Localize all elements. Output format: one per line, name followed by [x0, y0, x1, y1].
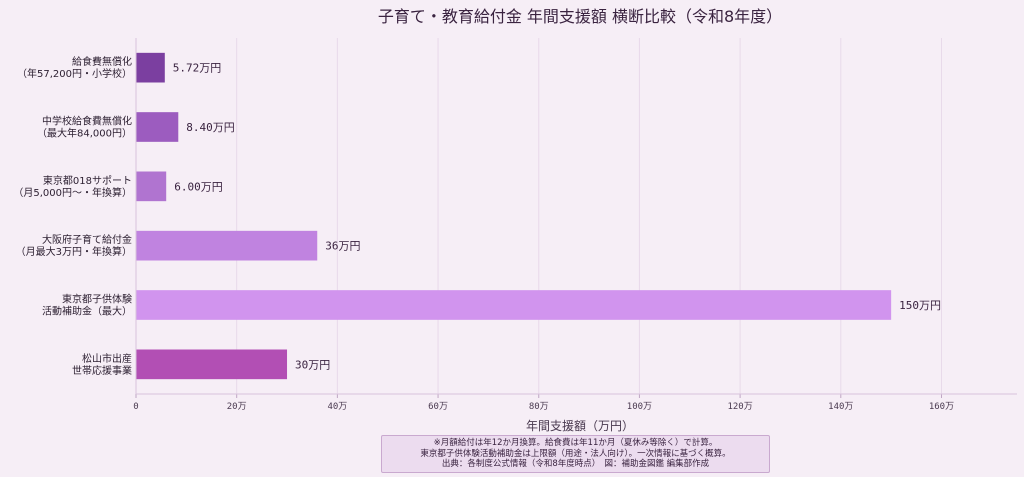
value-label: 150万円 — [899, 299, 941, 312]
x-tick-label: 20万 — [227, 402, 247, 412]
bar — [136, 349, 288, 380]
x-tick-label: 60万 — [428, 402, 448, 412]
footnote-line: 出典：各制度公式情報（令和8年度時点） 図：補助金図鑑 編集部作成 — [441, 459, 710, 469]
value-label: 5.72万円 — [173, 62, 222, 75]
bar — [136, 112, 179, 142]
category-label: （月最大3万円・年換算） — [16, 245, 132, 258]
footnote-line: 東京都子供体験活動補助金は上限額（用途・法人向け）。一次情報に基づく概算。 — [420, 448, 731, 459]
category-label: 東京都018サポート — [43, 174, 132, 187]
value-label: 6.00万円 — [174, 180, 223, 193]
labels: 0 20万 40万 60万 80万 100万 120万 140万 160万 5.72万円 給食費無償… — [13, 55, 954, 412]
category-label: 東京都子供体験 — [62, 293, 132, 306]
x-tick-label: 160万 — [929, 402, 954, 412]
footnote-box: ※月額給付は年12か月換算。給食費は年11か月（夏休み等除く）で計算。 東京都子… — [381, 435, 770, 473]
category-label: 世帯応援事業 — [72, 364, 132, 377]
value-label: 8.40万円 — [186, 121, 235, 134]
x-tick-label: 80万 — [529, 402, 549, 412]
category-label: （月5,000円〜・年換算） — [13, 186, 132, 199]
category-label: 給食費無償化 — [72, 55, 132, 68]
category-label: 松山市出産 — [82, 352, 132, 365]
gridlines — [135, 38, 942, 398]
bars — [136, 52, 892, 380]
category-label: 活動補助金（最大） — [42, 305, 132, 318]
category-label: 中学校給食費無償化 — [42, 115, 132, 128]
category-label: （最大年84,000円） — [37, 127, 132, 140]
x-tick-label: 0 — [133, 402, 138, 412]
bar — [136, 230, 318, 261]
chart-title: 子育て・教育給付金 年間支援額 横断比較（令和8年度） — [378, 7, 782, 26]
bar — [136, 52, 165, 83]
value-label: 30万円 — [295, 358, 330, 371]
value-label: 36万円 — [325, 240, 360, 253]
bar — [136, 290, 892, 320]
bar — [136, 171, 167, 202]
category-label: 大阪府子育て給付金 — [42, 233, 132, 246]
category-label: （年57,200円・小学校） — [17, 67, 132, 80]
x-axis-title: 年間支援額（万円） — [526, 419, 634, 433]
x-tick-label: 120万 — [727, 402, 752, 412]
x-tick-label: 140万 — [828, 402, 853, 412]
footnote-line: ※月額給付は年12か月換算。給食費は年11か月（夏休み等除く）で計算。 — [433, 438, 718, 448]
x-tick-label: 100万 — [627, 402, 652, 412]
x-tick-label: 40万 — [327, 402, 347, 412]
